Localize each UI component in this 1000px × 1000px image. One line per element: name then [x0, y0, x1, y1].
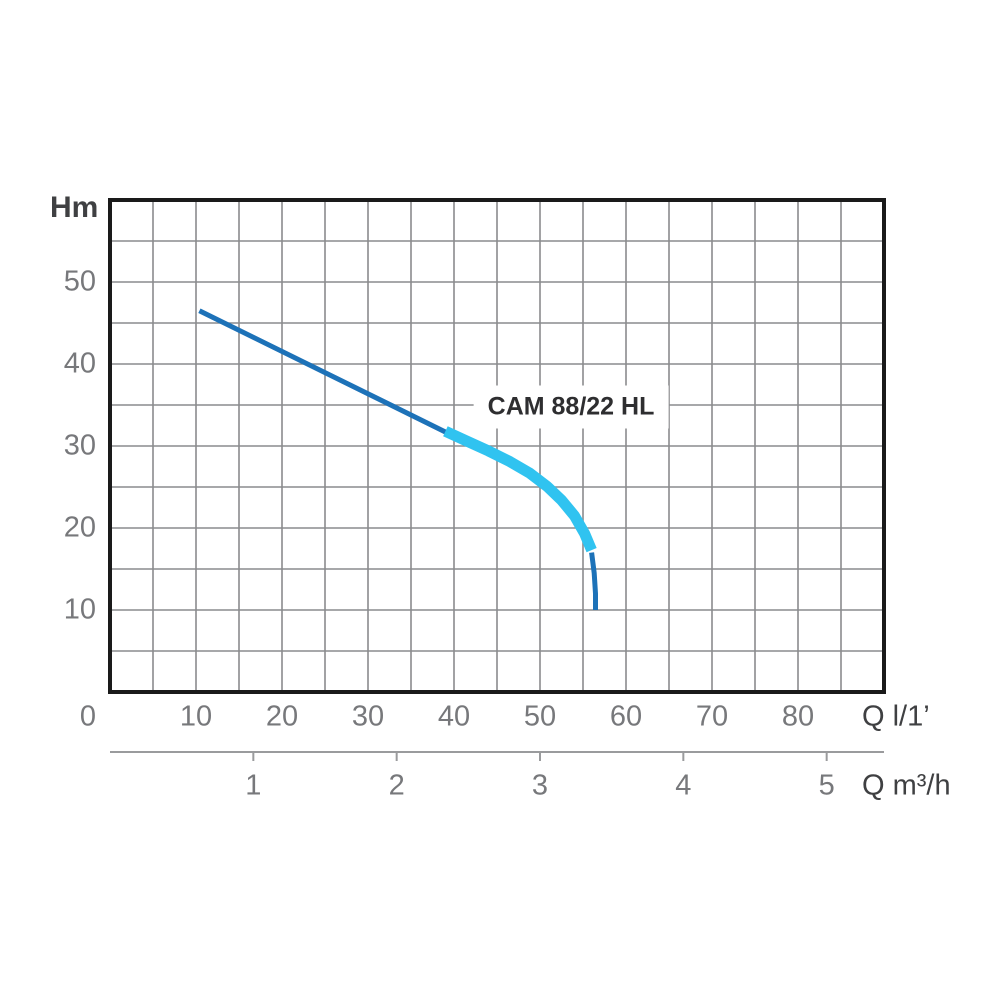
secondary-x-axis-tick-label: 4: [675, 769, 692, 802]
x-axis-tick-label: 80: [781, 700, 815, 733]
x-axis-tick-label: 10: [179, 700, 213, 733]
y-axis-tick-label: 10: [63, 593, 96, 626]
y-axis-tick-label: 50: [63, 265, 96, 298]
y-axis-tick-label: 40: [63, 347, 96, 380]
y-axis-unit-label: Hm: [50, 191, 99, 224]
secondary-x-axis-tick-label: 2: [388, 769, 405, 802]
x-axis-unit-label: Q l/1’: [862, 700, 930, 733]
head-curve-tail: [589, 552, 598, 610]
head-curve-highlight: [443, 426, 597, 553]
curve-model-label: CAM 88/22 HL: [473, 385, 669, 429]
plot-border: [108, 198, 886, 694]
secondary-x-axis-tick-label: 5: [818, 769, 835, 802]
secondary-x-axis-tick-label: 3: [531, 769, 549, 802]
x-axis-tick-label: 50: [523, 700, 557, 733]
x-axis-tick-label: 0: [79, 700, 97, 733]
y-axis-tick-label: 30: [63, 429, 96, 462]
x-axis-tick-label: 20: [265, 700, 299, 733]
x-axis-tick-label: 30: [351, 700, 385, 733]
y-axis-tick-label: 20: [63, 511, 96, 544]
secondary-x-axis-tick-label: 1: [245, 769, 262, 802]
x-axis-tick-label: 40: [437, 700, 471, 733]
x-axis-tick-label: 70: [695, 700, 729, 733]
head-curve-upper: [198, 308, 456, 439]
secondary-x-axis-unit-label: Q m³/h: [862, 769, 951, 802]
x-axis-tick-label: 60: [609, 700, 643, 733]
